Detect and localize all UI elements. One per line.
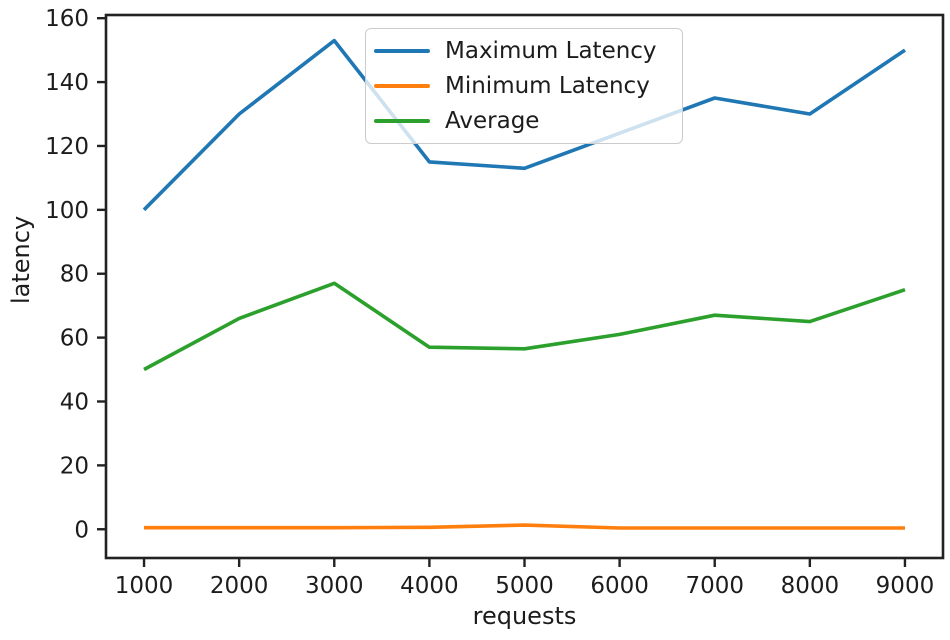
y-tick-label: 0 bbox=[74, 517, 89, 543]
x-tick-label: 7000 bbox=[685, 573, 744, 599]
legend-label: Average bbox=[445, 108, 540, 135]
legend-label: Maximum Latency bbox=[445, 37, 657, 64]
legend-line-swatch-green bbox=[374, 119, 430, 124]
series-line-minimum-latency bbox=[144, 523, 905, 530]
axes-spines bbox=[104, 13, 945, 560]
y-tick-label: 80 bbox=[60, 262, 89, 288]
y-tick-label: 60 bbox=[60, 326, 89, 352]
legend-label: Minimum Latency bbox=[445, 72, 650, 99]
x-tick-label: 4000 bbox=[400, 573, 459, 599]
series-line-average bbox=[143, 281, 906, 372]
x-tick-label: 3000 bbox=[305, 573, 364, 599]
y-axis-label: latency bbox=[7, 215, 35, 304]
y-tick-label: 100 bbox=[45, 198, 89, 224]
y-tick-label: 140 bbox=[45, 70, 89, 96]
y-tick-label: 160 bbox=[45, 6, 89, 32]
x-tick-label: 5000 bbox=[495, 573, 554, 599]
series-line-maximum-latency bbox=[142, 38, 907, 212]
x-tick-label: 1000 bbox=[115, 573, 174, 599]
x-tick-label: 8000 bbox=[781, 573, 840, 599]
y-tick-label: 40 bbox=[60, 389, 89, 415]
y-tick-label: 20 bbox=[60, 453, 89, 479]
y-tick-label: 120 bbox=[45, 134, 89, 160]
x-tick-label: 6000 bbox=[590, 573, 649, 599]
legend: Maximum Latency Minimum Latency Average bbox=[365, 28, 683, 144]
legend-item-average: Average bbox=[374, 104, 668, 139]
legend-item-minimum-latency: Minimum Latency bbox=[374, 68, 668, 103]
legend-item-maximum-latency: Maximum Latency bbox=[374, 33, 668, 68]
legend-line-swatch-orange bbox=[374, 83, 430, 88]
x-tick-label: 2000 bbox=[210, 573, 269, 599]
x-axis-label: requests bbox=[472, 602, 577, 630]
legend-line-swatch-blue bbox=[374, 48, 430, 53]
x-tick-label: 9000 bbox=[876, 573, 935, 599]
